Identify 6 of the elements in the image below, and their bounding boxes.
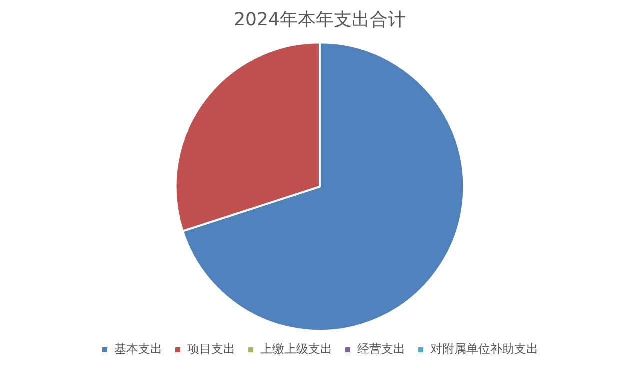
legend-label: 上缴上级支出 (260, 342, 332, 356)
legend-label: 经营支出 (358, 342, 406, 356)
legend-label: 基本支出 (114, 342, 162, 356)
legend-label: 项目支出 (188, 342, 236, 356)
legend-label: 对附属单位补助支出 (430, 342, 538, 356)
chart-title: 2024年本年支出合计 (234, 9, 406, 30)
